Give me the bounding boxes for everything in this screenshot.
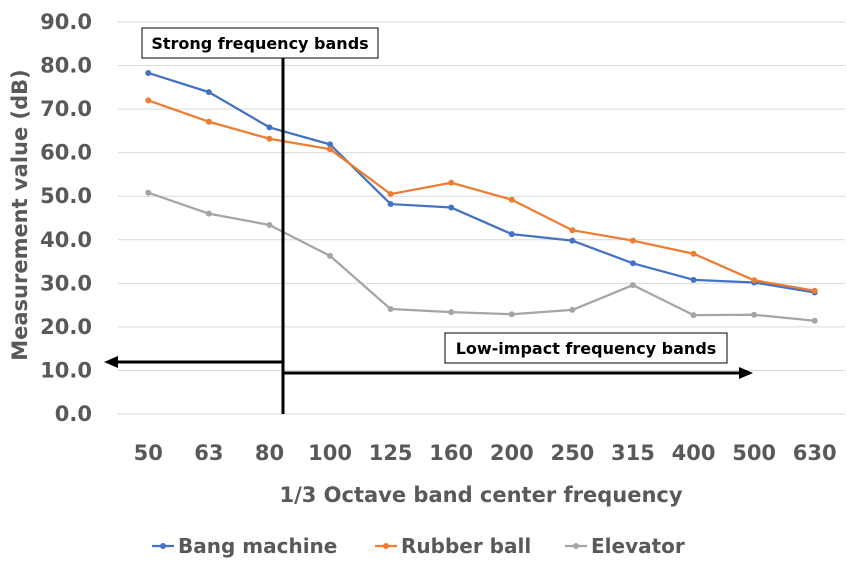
data-point-bang-machine	[145, 69, 152, 76]
y-tick-label: 0.0	[55, 402, 92, 426]
data-point-rubber-ball	[508, 196, 515, 203]
data-point-bang-machine	[690, 276, 697, 283]
x-tick-label: 400	[672, 441, 716, 465]
data-point-elevator	[266, 221, 273, 228]
x-tick-label: 500	[732, 441, 776, 465]
data-point-elevator	[690, 312, 697, 319]
strong-bands-box	[141, 27, 379, 59]
data-point-bang-machine	[569, 237, 576, 244]
gridlines	[118, 21, 845, 415]
data-point-bang-machine	[327, 141, 334, 148]
y-tick-label: 80.0	[40, 54, 92, 78]
data-point-elevator	[751, 311, 758, 318]
y-tick-label: 50.0	[40, 184, 92, 208]
series-line-elevator	[147, 191, 815, 322]
right-arrow-head	[739, 367, 753, 379]
data-point-elevator	[145, 189, 152, 196]
y-tick-label: 30.0	[40, 271, 92, 295]
data-point-rubber-ball	[205, 118, 212, 125]
data-point-bang-machine	[205, 89, 212, 96]
y-tick-label: 10.0	[40, 358, 92, 382]
data-point-elevator	[327, 252, 334, 259]
data-point-elevator	[629, 282, 636, 289]
legend: Bang machine Rubber ball Elevator	[152, 534, 685, 558]
y-axis-title: Measurement value (dB)	[8, 69, 32, 361]
x-tick-label: 125	[369, 441, 413, 465]
data-point-elevator	[448, 309, 455, 316]
legend-label-bang-machine: Bang machine	[178, 534, 337, 558]
data-point-rubber-ball	[751, 277, 758, 284]
data-point-bang-machine	[387, 201, 394, 208]
x-tick-label: 100	[308, 441, 352, 465]
x-tick-label: 63	[194, 441, 223, 465]
x-tick-label: 50	[134, 441, 163, 465]
y-tick-label: 60.0	[40, 141, 92, 165]
data-point-rubber-ball	[266, 135, 273, 142]
x-axis-ticks: 50 63 80 100 125 160 200 250 315 400 500 630	[134, 441, 837, 465]
left-arrow-head	[104, 356, 118, 368]
data-point-rubber-ball	[811, 287, 818, 294]
legend-marker-elevator	[573, 543, 579, 549]
data-point-rubber-ball	[569, 227, 576, 234]
data-point-rubber-ball	[448, 179, 455, 186]
data-point-elevator	[205, 210, 212, 217]
data-point-rubber-ball	[690, 250, 697, 257]
strong-bands-label: Strong frequency bands	[151, 34, 368, 53]
data-point-bang-machine	[266, 124, 273, 131]
y-tick-label: 90.0	[40, 10, 92, 34]
legend-label-elevator: Elevator	[591, 534, 685, 558]
x-axis-title: 1/3 Octave band center frequency	[279, 483, 682, 507]
data-point-elevator	[387, 306, 394, 313]
data-point-bang-machine	[448, 204, 455, 211]
x-tick-label: 80	[255, 441, 284, 465]
y-tick-label: 70.0	[40, 97, 92, 121]
data-point-rubber-ball	[387, 191, 394, 198]
y-axis-ticks: 0.0 10.0 20.0 30.0 40.0 50.0 60.0 70.0 80.0 90.0	[40, 10, 92, 426]
x-tick-label: 630	[793, 441, 837, 465]
data-point-rubber-ball	[629, 237, 636, 244]
legend-label-rubber-ball: Rubber ball	[401, 534, 531, 558]
low-bands-box	[444, 332, 728, 364]
data-point-bang-machine	[508, 231, 515, 238]
x-tick-label: 200	[490, 441, 534, 465]
x-tick-label: 315	[611, 441, 655, 465]
x-tick-label: 160	[429, 441, 473, 465]
series-line-bang-machine	[147, 71, 815, 294]
series-line-rubber-ball	[147, 99, 815, 292]
low-bands-label: Low-impact frequency bands	[456, 339, 717, 358]
data-point-elevator	[508, 311, 515, 318]
legend-marker-bang-machine	[160, 543, 166, 549]
y-tick-label: 40.0	[40, 228, 92, 252]
data-point-rubber-ball	[327, 146, 334, 153]
data-point-elevator	[569, 306, 576, 313]
x-tick-label: 250	[550, 441, 594, 465]
data-point-elevator	[811, 317, 818, 324]
legend-marker-rubber-ball	[383, 543, 389, 549]
series-lines	[145, 69, 818, 324]
data-point-rubber-ball	[145, 97, 152, 104]
data-point-bang-machine	[629, 260, 636, 267]
y-tick-label: 20.0	[40, 315, 92, 339]
